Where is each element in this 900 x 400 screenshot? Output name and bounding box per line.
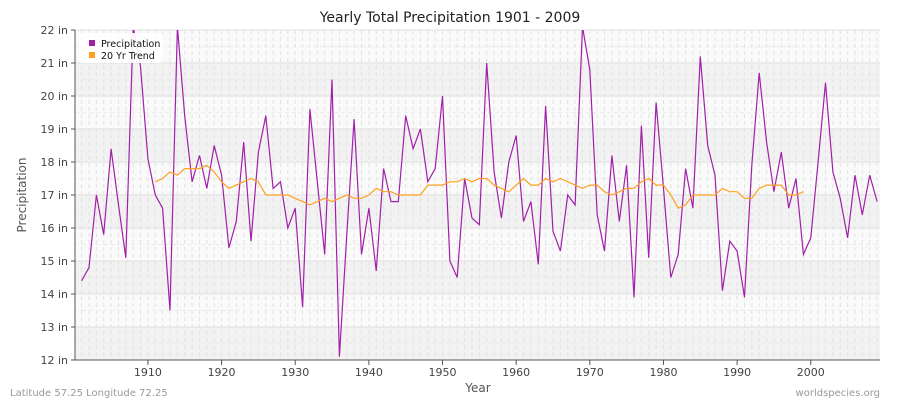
y-tick-label: 20 in: [40, 90, 68, 103]
legend-swatch-precipitation: [89, 40, 95, 46]
legend-label-precipitation: Precipitation: [101, 39, 160, 50]
legend-swatch-trend: [89, 52, 95, 58]
x-tick-label: 1930: [281, 366, 309, 379]
y-axis-label: Precipitation: [15, 157, 29, 232]
chart-title: Yearly Total Precipitation 1901 - 2009: [319, 10, 581, 26]
x-tick-label: 1990: [723, 366, 751, 379]
footer-location: Latitude 57.25 Longitude 72.25: [10, 388, 168, 399]
x-tick-label: 1920: [208, 366, 236, 379]
y-tick-label: 13 in: [40, 321, 68, 334]
y-tick-label: 15 in: [40, 255, 68, 268]
footer-site: worldspecies.org: [796, 388, 880, 399]
x-tick-label: 1970: [576, 366, 604, 379]
x-tick-label: 2000: [797, 366, 825, 379]
y-tick-label: 14 in: [40, 288, 68, 301]
y-tick-label: 22 in: [40, 24, 68, 37]
trend-line: [155, 164, 804, 209]
x-tick-label: 1910: [134, 366, 162, 379]
x-tick-label: 1940: [355, 366, 383, 379]
x-axis-label: Year: [464, 381, 490, 395]
y-tick-label: 12 in: [40, 354, 68, 367]
y-tick-label: 19 in: [40, 123, 68, 136]
legend: Precipitation 20 Yr Trend: [79, 33, 163, 63]
legend-label-trend: 20 Yr Trend: [101, 51, 155, 62]
y-tick-label: 18 in: [40, 156, 68, 169]
x-tick-label: 1960: [502, 366, 530, 379]
x-tick-label: 1950: [429, 366, 457, 379]
x-tick-label: 1980: [649, 366, 677, 379]
y-tick-label: 16 in: [40, 222, 68, 235]
y-tick-label: 21 in: [40, 57, 68, 70]
y-tick-label: 17 in: [40, 189, 68, 202]
